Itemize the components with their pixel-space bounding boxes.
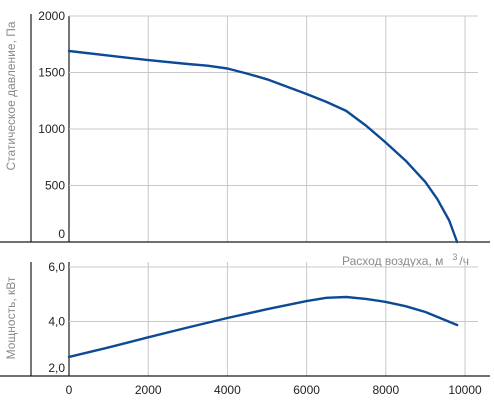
power-y-ticks: 2,0 4,0 6,0 bbox=[48, 260, 65, 375]
airflow-x-tick-label: 8000 bbox=[372, 383, 399, 397]
power-chart: 2,0 4,0 6,0 0 2000 4000 6000 8000 10000 Мощност… bbox=[0, 260, 490, 397]
pressure-y-tick-label: 0 bbox=[58, 227, 65, 241]
airflow-x-tick-label: 2000 bbox=[135, 383, 162, 397]
power-grid bbox=[68, 262, 478, 376]
pressure-curve bbox=[67, 49, 459, 244]
pressure-grid bbox=[68, 15, 478, 242]
airflow-label-unit: /ч bbox=[459, 254, 469, 268]
airflow-label-text: Расход воздуха, м bbox=[342, 254, 443, 268]
airflow-x-axis-label: Расход воздуха, м 3/ч bbox=[342, 252, 469, 268]
power-curve bbox=[67, 295, 459, 359]
pressure-y-tick-label: 2000 bbox=[38, 9, 65, 23]
airflow-label-exponent: 3 bbox=[452, 252, 457, 262]
airflow-x-tick-label: 4000 bbox=[214, 383, 241, 397]
power-y-tick-label: 6,0 bbox=[48, 260, 65, 274]
pressure-y-tick-label: 1500 bbox=[38, 66, 65, 80]
pressure-y-axis-label: Статическое давление, Па bbox=[4, 21, 18, 170]
pressure-y-ticks: 0 500 1000 1500 2000 bbox=[38, 9, 65, 241]
airflow-x-tick-label: 0 bbox=[66, 383, 73, 397]
airflow-x-ticks: 0 2000 4000 6000 8000 10000 bbox=[66, 383, 482, 397]
power-y-tick-label: 2,0 bbox=[48, 361, 65, 375]
pressure-axes bbox=[0, 14, 490, 243]
power-axes bbox=[0, 262, 490, 377]
pressure-y-tick-label: 500 bbox=[45, 179, 65, 193]
power-y-axis-label: Мощность, кВт bbox=[4, 276, 18, 359]
airflow-x-tick-label: 10000 bbox=[448, 383, 482, 397]
airflow-x-tick-label: 6000 bbox=[293, 383, 320, 397]
pressure-y-tick-label: 1000 bbox=[38, 122, 65, 136]
pressure-chart: 0 500 1000 1500 2000 Статическое давление, П… bbox=[0, 9, 490, 268]
power-y-tick-label: 4,0 bbox=[48, 315, 65, 329]
